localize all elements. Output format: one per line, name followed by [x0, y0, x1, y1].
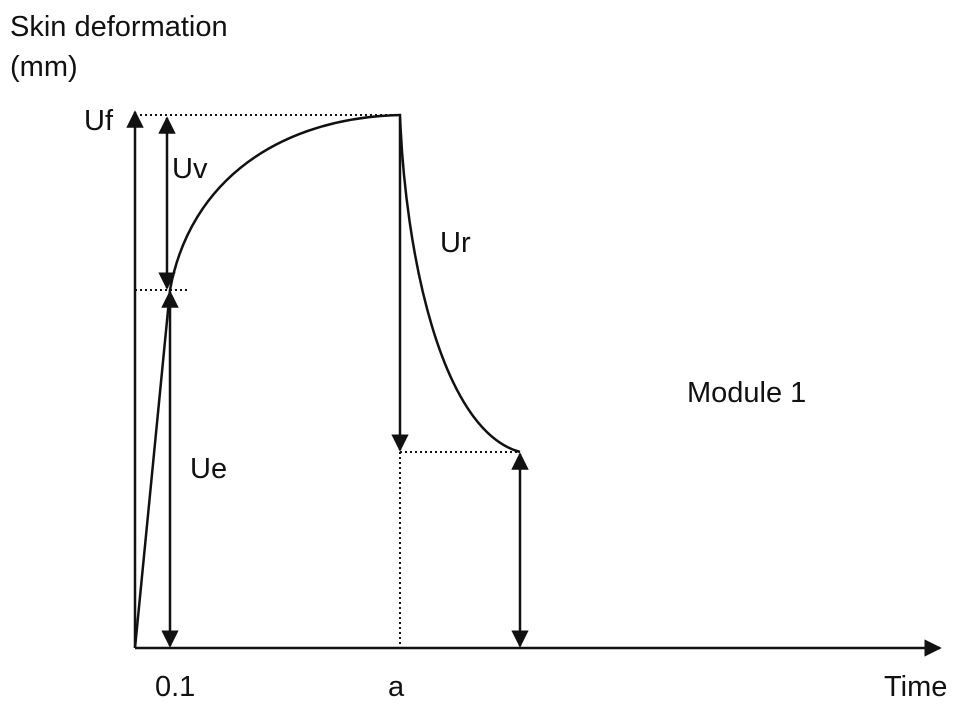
x-tick-label: a [388, 671, 405, 703]
uv-label: Uv [172, 153, 208, 185]
y-axis-label: (mm) [10, 51, 78, 83]
ue-label: Ue [190, 453, 227, 485]
guides [135, 114, 520, 648]
curve [133, 113, 521, 649]
module-label: Module 1 [687, 377, 806, 409]
y-axis-label: Skin deformation [10, 11, 228, 43]
x-tick-label: 0.1 [155, 671, 195, 703]
deformation-curve [133, 113, 521, 649]
axes [126, 110, 942, 657]
arrows [158, 116, 529, 648]
x-axis-label: Time [884, 671, 947, 703]
ur-label: Ur [440, 227, 471, 259]
uf-label: Uf [84, 105, 114, 137]
